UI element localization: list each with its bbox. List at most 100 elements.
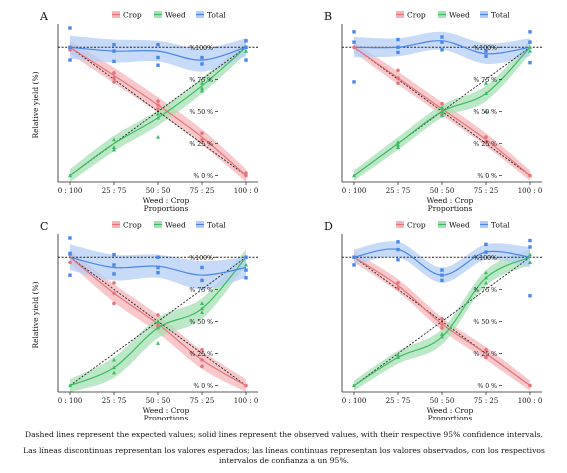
point-crop — [156, 107, 160, 111]
point-total — [156, 265, 160, 270]
point-total — [528, 294, 532, 298]
legend-label-weed: Weed — [449, 11, 470, 20]
point-total — [68, 251, 72, 256]
y-tick-label: % 50 % — [189, 319, 213, 326]
point-weed — [484, 270, 488, 275]
point-total — [68, 58, 72, 62]
legend-label-crop: Crop — [123, 221, 142, 230]
point-weed — [396, 145, 400, 149]
point-total — [200, 55, 204, 60]
point-weed — [528, 252, 532, 257]
point-total — [244, 39, 248, 43]
point-crop — [112, 80, 116, 84]
point-crop — [200, 364, 204, 369]
point-weed — [156, 341, 160, 345]
panel-a: A Crop Weed Total Relative yield (%) % 0 % % 2… — [31, 10, 258, 213]
panel-letter: D — [324, 220, 333, 233]
point-weed — [112, 137, 116, 142]
legend-label-total: Total — [491, 11, 510, 20]
point-weed — [440, 334, 444, 339]
point-total — [112, 49, 116, 53]
point-crop — [528, 173, 532, 178]
point-weed — [200, 310, 204, 315]
point-weed — [200, 88, 204, 93]
point-weed — [156, 111, 160, 116]
point-weed — [112, 357, 116, 362]
point-weed — [200, 301, 204, 306]
point-total — [156, 270, 160, 275]
point-total — [352, 80, 356, 84]
point-crop — [440, 322, 444, 326]
y-tick-label: % 75 % — [473, 287, 497, 294]
point-total — [440, 35, 444, 39]
x-tick-label: 100 : 0 — [518, 187, 543, 195]
point-crop — [396, 286, 400, 290]
point-total — [484, 54, 488, 58]
x-axis-label: Weed : Crop — [143, 406, 190, 415]
point-weed — [528, 45, 532, 49]
x-tick-label: 75 : 25 — [190, 397, 215, 405]
point-total — [156, 63, 160, 67]
point-total — [244, 268, 248, 272]
x-axis-label-2: Proportions — [144, 204, 189, 213]
point-weed — [396, 140, 400, 144]
y-tick-label: % 75 % — [189, 77, 213, 84]
point-weed — [440, 113, 444, 117]
point-total — [528, 40, 532, 44]
y-tick-label: % 50 % — [473, 319, 497, 326]
point-weed — [352, 173, 356, 178]
x-axis-label-2: Proportions — [428, 414, 473, 420]
x-tick-label: 25 : 75 — [102, 397, 127, 405]
point-crop — [484, 135, 488, 139]
y-tick-label: % 25 % — [189, 351, 213, 358]
point-total — [396, 247, 400, 252]
point-total — [484, 250, 488, 254]
y-tick-label: % 50 % — [473, 109, 497, 116]
legend-label-weed: Weed — [165, 11, 186, 20]
caption-english: Dashed lines represent the expected valu… — [25, 430, 543, 439]
x-tick-label: 50 : 50 — [430, 397, 455, 405]
point-total — [244, 255, 248, 259]
point-weed — [484, 275, 488, 280]
point-total — [156, 55, 160, 60]
point-total — [528, 30, 532, 34]
point-total — [352, 30, 356, 34]
panel-b: B Crop Weed Total % 0 % % 25 % % 50 % % 75 % %10… — [324, 10, 542, 213]
point-crop — [396, 76, 400, 80]
y-tick-label: % 0 % — [477, 383, 497, 390]
point-total — [440, 278, 444, 283]
x-tick-label: 100 : 0 — [234, 187, 259, 195]
point-weed — [200, 306, 204, 311]
panel-letter: B — [324, 10, 332, 23]
y-axis-label: Relative yield (%) — [31, 281, 40, 348]
point-total — [156, 255, 160, 259]
point-weed — [156, 325, 160, 330]
y-tick-label: % 25 % — [473, 141, 497, 148]
point-crop — [484, 140, 488, 145]
point-total — [396, 37, 400, 42]
legend-label-crop: Crop — [123, 11, 142, 20]
x-tick-label: 75 : 25 — [474, 397, 499, 405]
point-total — [528, 60, 532, 65]
point-crop — [112, 291, 116, 295]
y-tick-label: % 75 % — [189, 287, 213, 294]
y-tick-label: %100% — [189, 45, 213, 52]
legend-label-crop: Crop — [407, 221, 426, 230]
point-crop — [156, 313, 160, 317]
point-total — [484, 242, 488, 247]
point-weed — [156, 319, 160, 324]
legend-label-crop: Crop — [407, 11, 426, 20]
point-crop — [440, 317, 444, 321]
point-total — [440, 48, 444, 52]
panel-d: D Crop Weed Total % 0 % % 25 % % 50 % % 75 % %10… — [324, 220, 542, 420]
point-total — [200, 265, 204, 270]
point-weed — [200, 86, 204, 90]
point-crop — [244, 171, 248, 175]
point-total — [484, 49, 488, 53]
y-tick-label: % 0 % — [477, 173, 497, 180]
point-crop — [200, 131, 204, 136]
x-axis-label-2: Proportions — [428, 204, 473, 213]
point-total — [200, 62, 204, 66]
x-tick-label: 25 : 75 — [102, 187, 127, 195]
y-tick-label: % 25 % — [189, 141, 213, 148]
